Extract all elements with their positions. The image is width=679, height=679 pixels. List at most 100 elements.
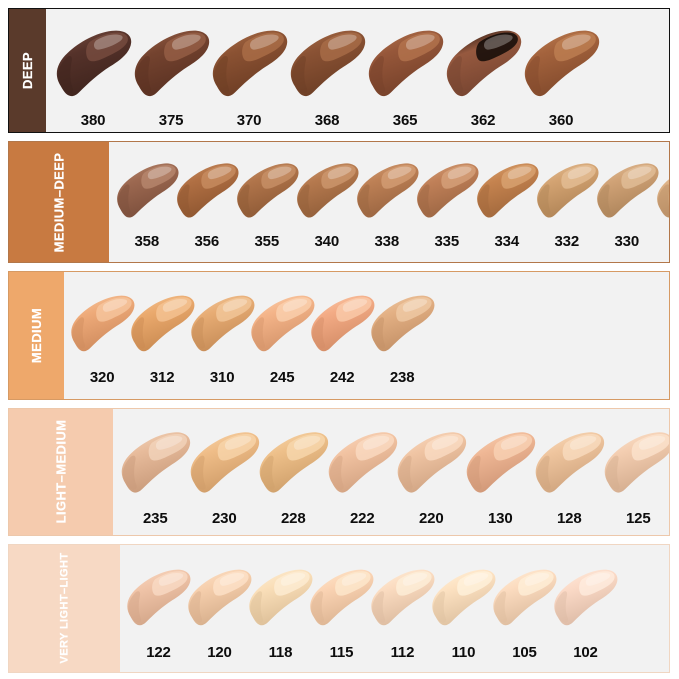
shade-panel: 320 312 310 245 242 238 — [64, 272, 669, 399]
category-tab: VERY LIGHT–LIGHT — [9, 544, 120, 672]
shade-swatch-smear — [311, 296, 375, 352]
shade-swatch[interactable]: 118 — [249, 545, 313, 661]
shade-code-label: 220 — [419, 509, 444, 527]
shade-swatch[interactable]: 365 — [366, 9, 444, 128]
shade-swatch[interactable]: 375 — [132, 9, 210, 128]
shade-code-label: 320 — [89, 369, 115, 387]
swatch-color-smear — [244, 561, 316, 635]
shade-code-label: 368 — [314, 112, 340, 129]
shade-swatch-smear — [368, 30, 444, 97]
swatch-strip: 122 120 118 115 112 110 105 102 — [127, 545, 618, 672]
swatch-color-smear — [668, 425, 669, 501]
shade-swatch[interactable]: 356 — [176, 142, 239, 249]
swatch-strip: 320 312 310 245 242 238 — [71, 272, 435, 398]
category-tab: MEDIUM — [9, 272, 65, 399]
shade-swatch[interactable]: 380 — [54, 9, 132, 128]
shade-swatch[interactable]: 355 — [236, 142, 299, 249]
shade-swatch-smear — [466, 431, 536, 493]
shade-swatch[interactable]: 310 — [191, 272, 255, 385]
shade-swatch[interactable]: 220 — [397, 409, 467, 527]
swatch-color-smear — [392, 425, 470, 501]
shade-code-label: 105 — [512, 643, 537, 661]
shade-swatch-smear — [56, 30, 132, 97]
shade-swatch-smear — [236, 163, 299, 218]
shade-code-label: 375 — [158, 112, 184, 129]
swatch-color-smear — [305, 561, 377, 635]
swatch-strip: 235230228222220130128125124 — [121, 409, 669, 535]
swatch-color-smear — [116, 425, 194, 501]
shade-row-very-light-light: VERY LIGHT–LIGHT 122 120 118 115 112 110 105 102 — [8, 543, 670, 673]
shade-swatch[interactable]: 334 — [476, 142, 539, 251]
swatch-strip: 380 375 370 368 365 362 360 — [54, 9, 600, 132]
shade-swatch[interactable]: 238 — [371, 272, 435, 385]
shade-swatch-smear — [596, 163, 659, 218]
shade-swatch[interactable]: 322 — [656, 142, 669, 249]
shade-swatch[interactable]: 320 — [71, 272, 135, 387]
shade-code-label: 365 — [392, 112, 418, 129]
swatch-strip: 358 356 355 340 338 335 334 332 330 322 — [116, 142, 669, 262]
swatch-color-smear — [284, 25, 370, 103]
shade-swatch[interactable]: 122 — [127, 545, 191, 660]
shade-code-label: 110 — [451, 643, 476, 661]
shade-swatch-smear — [259, 431, 329, 493]
swatch-color-smear — [306, 288, 378, 360]
shade-swatch[interactable]: 105 — [493, 545, 557, 661]
swatch-color-smear — [412, 156, 482, 226]
shade-swatch-smear — [116, 163, 179, 218]
shade-swatch[interactable]: 230 — [190, 409, 260, 526]
swatch-color-smear — [232, 156, 302, 226]
shade-swatch[interactable]: 128 — [535, 409, 605, 526]
shade-swatch[interactable]: 332 — [536, 142, 599, 251]
shade-swatch[interactable]: 242 — [311, 272, 375, 385]
swatch-color-smear — [592, 156, 662, 226]
shade-swatch[interactable]: 110 — [432, 545, 496, 661]
shade-swatch[interactable]: 312 — [131, 272, 195, 387]
swatch-color-smear — [122, 561, 194, 635]
shade-swatch[interactable]: 102 — [554, 545, 618, 660]
shade-swatch-smear — [131, 296, 195, 352]
swatch-color-smear — [206, 25, 292, 103]
shade-swatch[interactable]: 115 — [310, 545, 374, 660]
shade-code-label: 112 — [390, 643, 415, 661]
shade-swatch[interactable]: 125 — [604, 409, 669, 526]
shade-swatch-smear — [190, 431, 260, 493]
shade-swatch[interactable]: 360 — [522, 9, 600, 128]
shade-swatch[interactable]: 222 — [328, 409, 398, 526]
swatch-color-smear — [183, 561, 255, 635]
swatch-color-smear — [366, 561, 438, 635]
swatch-color-smear — [366, 288, 438, 360]
shade-swatch[interactable]: 130 — [466, 409, 536, 526]
shade-swatch[interactable]: 228 — [259, 409, 329, 526]
swatch-color-smear — [352, 156, 422, 226]
shade-code-label: 334 — [494, 233, 520, 251]
shade-code-label: 125 — [626, 509, 651, 527]
swatch-color-smear — [186, 288, 258, 360]
shade-code-label: 380 — [80, 112, 106, 129]
shade-swatch[interactable]: 330 — [596, 142, 659, 249]
shade-swatch-smear — [188, 569, 252, 626]
shade-code-label: 312 — [149, 369, 175, 387]
shade-swatch[interactable]: 112 — [371, 545, 435, 661]
shade-swatch-smear — [296, 163, 359, 218]
shade-swatch[interactable]: 335 — [416, 142, 479, 249]
shade-swatch[interactable]: 362 — [444, 9, 522, 128]
shade-swatch-smear — [535, 431, 605, 493]
shade-swatch[interactable]: 340 — [296, 142, 359, 249]
shade-swatch[interactable]: 358 — [116, 142, 179, 249]
shade-swatch[interactable]: 370 — [210, 9, 288, 128]
shade-swatch[interactable]: 338 — [356, 142, 419, 249]
shade-swatch[interactable]: 120 — [188, 545, 252, 660]
shade-swatch[interactable]: 235 — [121, 409, 191, 526]
shade-code-label: 118 — [268, 643, 293, 661]
shade-row-medium: MEDIUM 320 312 310 245 242 238 — [8, 271, 670, 400]
shade-row-medium-deep: MEDIUM–DEEP 358 356 355 340 338 335 334 332 330 32… — [8, 141, 670, 264]
swatch-color-smear — [549, 561, 621, 635]
shade-code-label: 245 — [269, 369, 295, 387]
shade-swatch[interactable]: 368 — [288, 9, 366, 128]
shade-swatch-smear — [656, 179, 669, 218]
swatch-color-smear — [488, 561, 560, 635]
swatch-color-smear — [254, 425, 332, 501]
shade-swatch[interactable]: 245 — [251, 272, 315, 387]
shade-code-label: 332 — [554, 233, 580, 251]
